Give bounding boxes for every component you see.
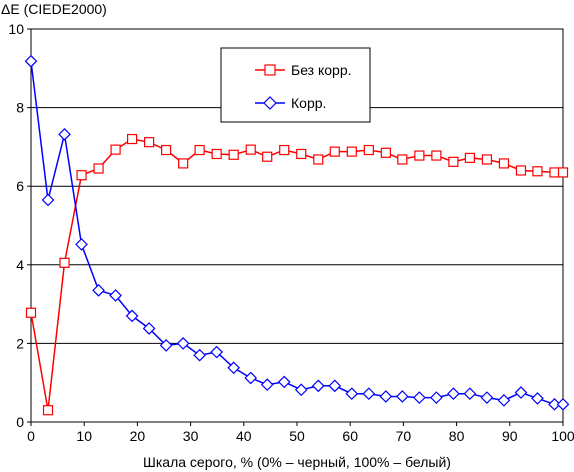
series-0 — [25, 133, 569, 416]
legend-label-uncorrected: Без корр. — [291, 62, 352, 78]
data-point — [480, 391, 494, 404]
y-axis-title: ΔE (CIEDE2000) — [1, 1, 107, 17]
y-tick-label: 10 — [8, 21, 24, 37]
x-tick-label: 50 — [289, 428, 305, 444]
data-point — [279, 144, 290, 156]
data-point — [296, 148, 307, 160]
x-tick-label: 80 — [449, 428, 465, 444]
data-point — [58, 127, 71, 141]
y-tick-label: 0 — [16, 414, 24, 430]
data-point — [548, 397, 561, 411]
data-point — [161, 144, 172, 156]
data-point — [25, 307, 37, 318]
data-point — [413, 391, 426, 404]
legend-marker-uncorrected — [264, 64, 276, 76]
data-point — [463, 387, 477, 401]
data-point — [497, 394, 511, 407]
data-point — [498, 158, 510, 169]
data-point — [557, 167, 569, 178]
legend-marker-corrected — [263, 96, 277, 110]
x-tick-label: 60 — [342, 428, 358, 444]
legend-box — [220, 47, 371, 123]
data-point — [194, 144, 205, 156]
data-point — [329, 146, 340, 157]
data-point — [549, 167, 560, 178]
data-point — [110, 144, 121, 155]
series-1 — [24, 54, 570, 411]
data-point — [210, 345, 224, 359]
data-point — [59, 257, 70, 268]
x-tick-label: 70 — [396, 428, 412, 444]
data-point — [515, 165, 527, 176]
data-point — [41, 193, 55, 207]
data-point — [294, 383, 308, 397]
x-tick-label: 10 — [76, 428, 92, 444]
data-point — [244, 371, 258, 385]
data-point — [75, 238, 88, 251]
data-point — [142, 322, 156, 335]
data-point — [92, 283, 105, 297]
data-point — [362, 387, 376, 401]
data-point — [144, 137, 155, 148]
data-point — [262, 151, 273, 162]
data-point — [380, 147, 391, 158]
data-point — [228, 149, 239, 160]
y-tick-label: 6 — [16, 178, 24, 194]
x-tick-label: 40 — [236, 428, 252, 444]
data-point — [363, 144, 374, 156]
data-point — [448, 156, 459, 167]
data-point — [464, 152, 475, 164]
data-point — [125, 309, 139, 323]
data-point — [531, 392, 544, 405]
x-axis: 0 10 20 30 40 50 60 70 80 90 100 — [27, 422, 574, 444]
data-point — [126, 133, 138, 145]
data-point — [193, 348, 206, 362]
x-tick-label: 100 — [551, 428, 574, 444]
data-point — [397, 154, 408, 165]
data-point — [211, 148, 222, 160]
data-point — [532, 166, 543, 177]
data-point — [76, 170, 87, 181]
legend-label-corrected: Корр. — [291, 95, 326, 111]
data-point — [431, 150, 442, 161]
data-point — [430, 391, 443, 404]
data-point — [24, 54, 38, 68]
data-point — [447, 387, 460, 401]
series-group — [24, 54, 570, 416]
x-tick-label: 20 — [130, 428, 146, 444]
data-point — [379, 390, 393, 403]
data-point — [176, 337, 190, 350]
data-point — [277, 375, 291, 389]
data-point — [311, 379, 325, 393]
data-point — [159, 339, 173, 352]
data-point — [328, 379, 342, 393]
data-point — [414, 150, 425, 161]
y-tick-label: 2 — [16, 335, 24, 351]
data-point — [395, 390, 409, 403]
data-point — [42, 405, 54, 416]
data-point — [345, 387, 359, 401]
data-point — [260, 378, 274, 392]
data-point — [556, 397, 570, 411]
y-tick-label: 4 — [16, 257, 24, 273]
legend: Без корр. Корр. — [220, 47, 371, 123]
x-tick-label: 90 — [502, 428, 518, 444]
x-axis-title: Шкала серого, % (0% – черный, 100% – бел… — [143, 454, 451, 470]
data-point — [313, 154, 324, 165]
data-point — [109, 289, 122, 302]
data-point — [245, 144, 256, 155]
data-point — [227, 361, 241, 375]
y-axis: 0 2 4 6 8 10 — [8, 21, 31, 430]
x-tick-label: 30 — [183, 428, 199, 444]
data-point — [514, 386, 528, 399]
y-tick-label: 8 — [16, 100, 24, 116]
x-tick-label: 0 — [27, 428, 35, 444]
data-point — [481, 154, 493, 165]
data-point — [346, 146, 357, 157]
data-point — [178, 158, 189, 169]
data-point — [93, 163, 104, 174]
